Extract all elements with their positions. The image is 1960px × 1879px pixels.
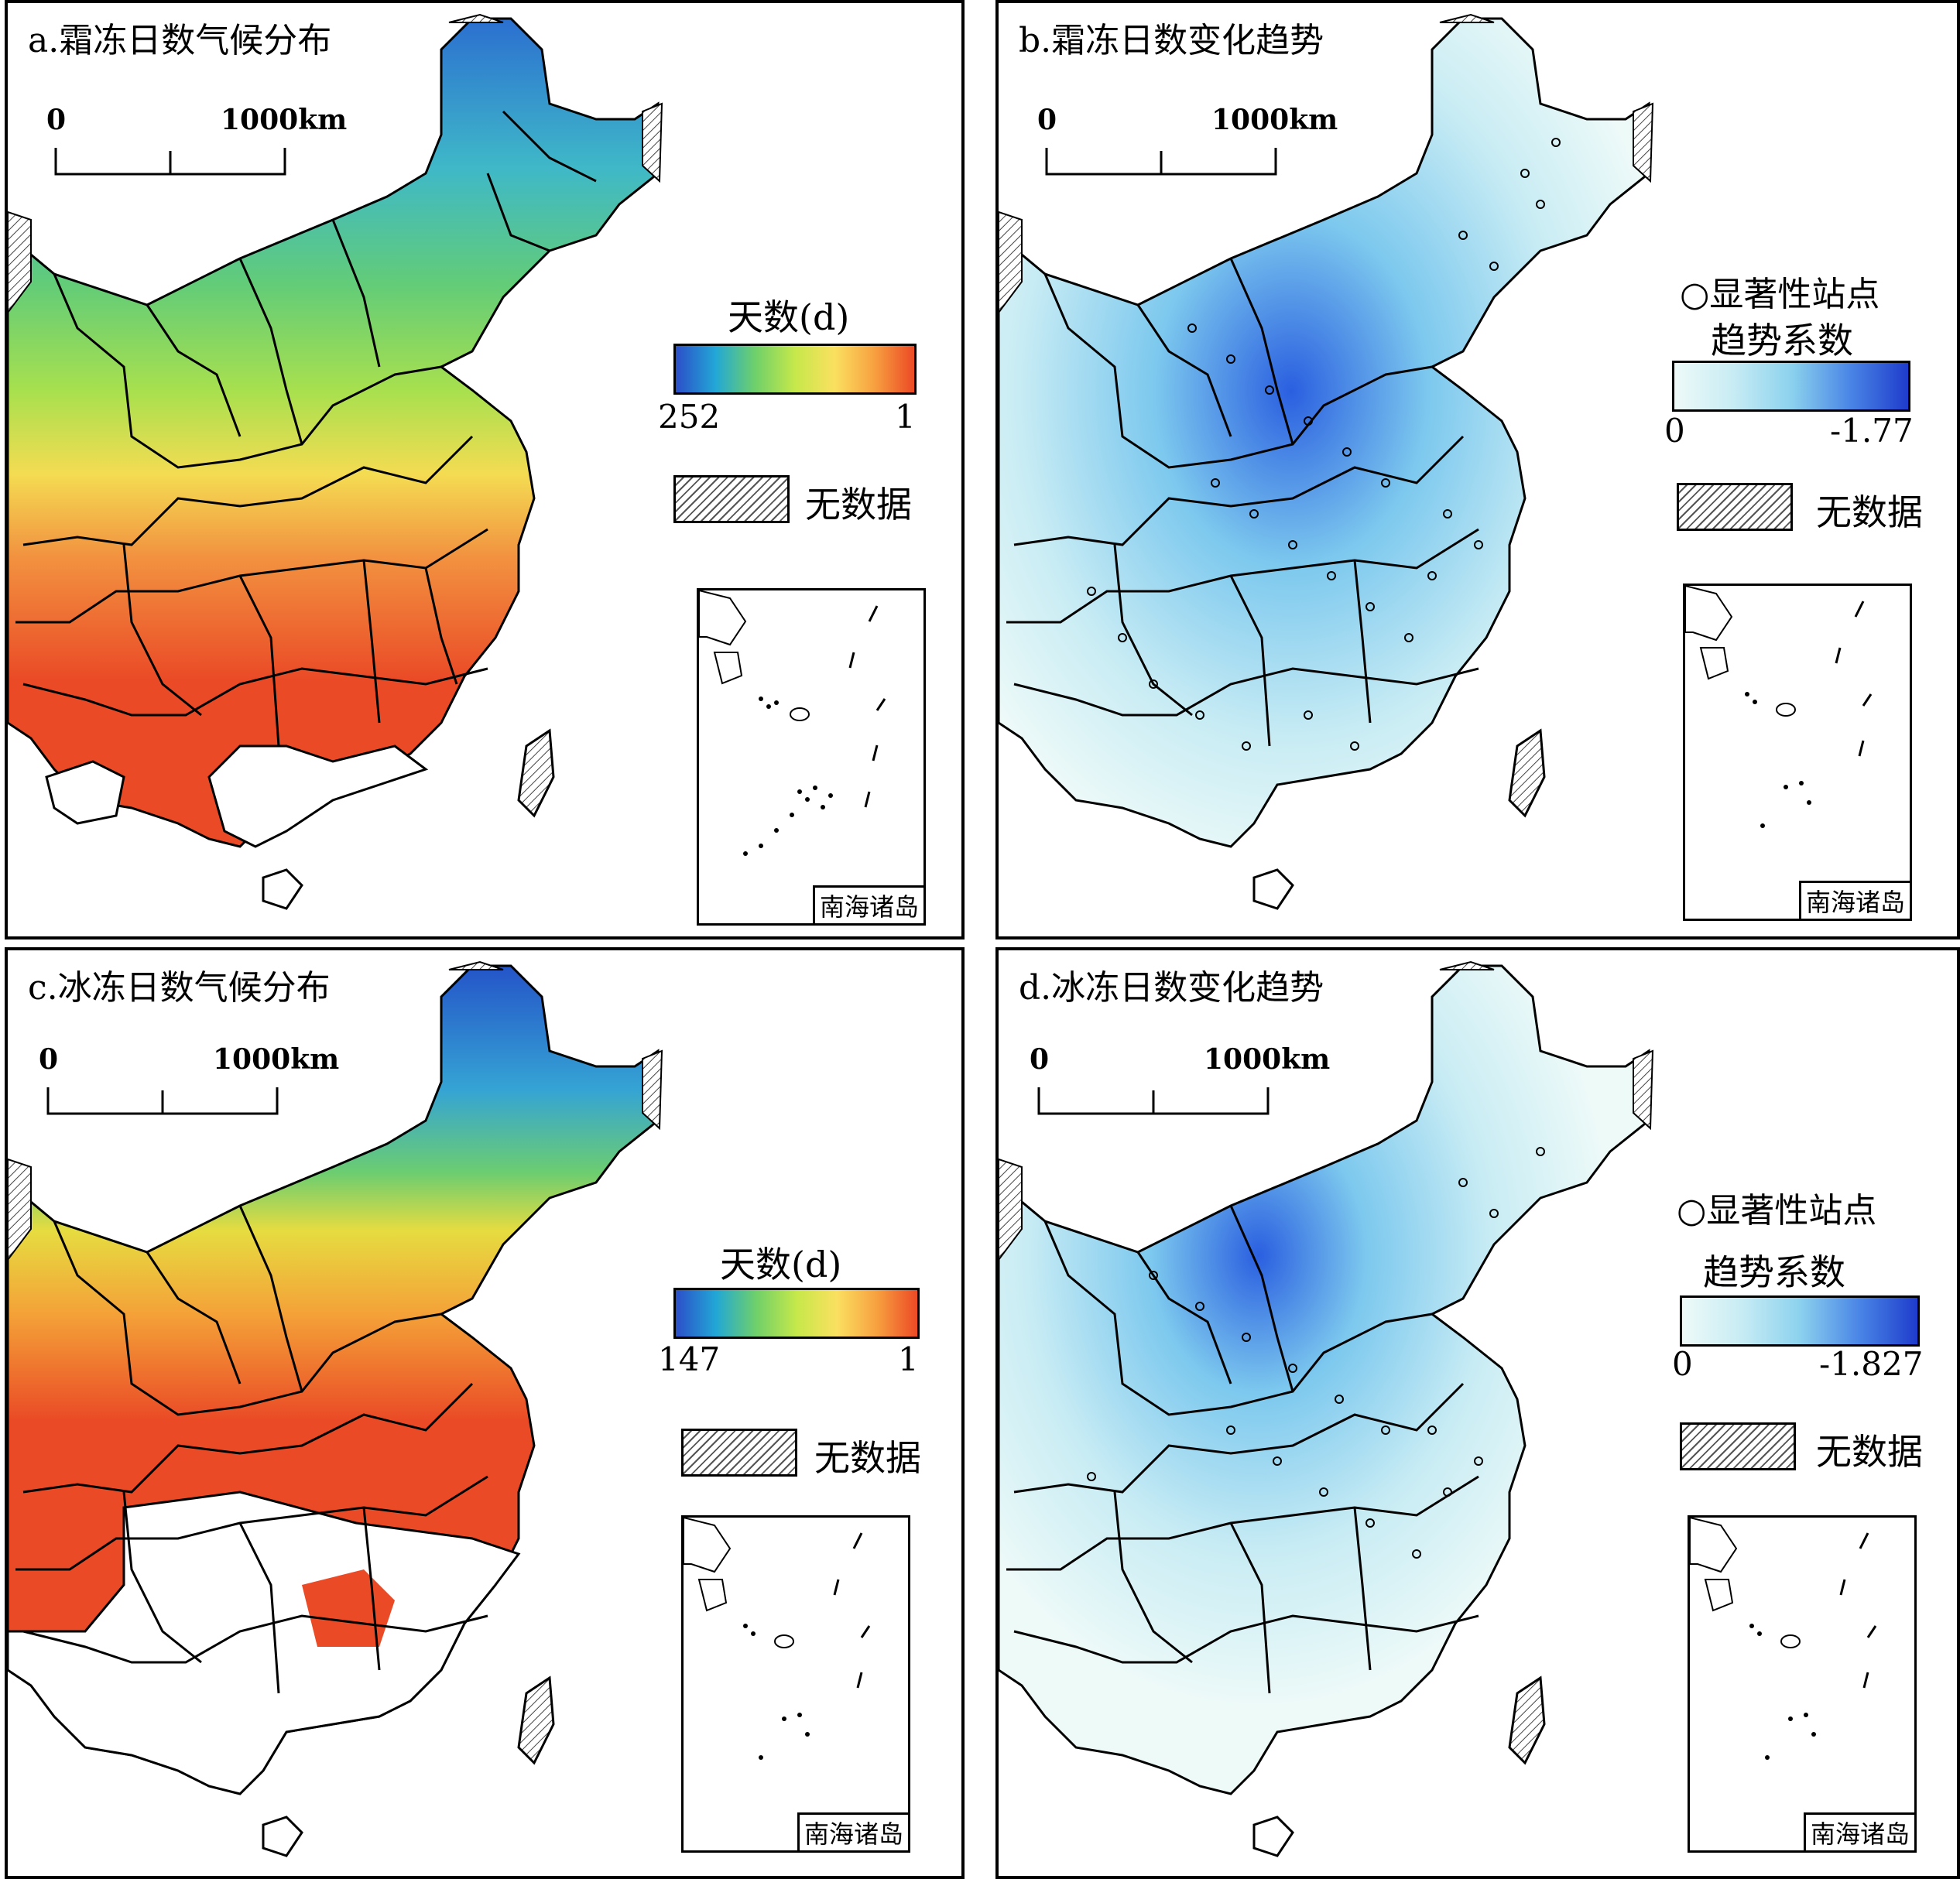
scale-start: 0 <box>39 1043 59 1076</box>
color-ramp <box>1680 1295 1920 1347</box>
scale-bar: 0 1000km <box>39 1035 339 1121</box>
ramp-max-label: -1.827 <box>1819 1345 1924 1383</box>
panel-title: c.冰冻日数气候分布 <box>28 968 331 1008</box>
scale-bar-line <box>46 1087 279 1115</box>
color-ramp <box>673 344 917 395</box>
inset-map <box>684 1518 871 1760</box>
panel-d: d.冰冻日数变化趋势 0 1000km ○显著性站点 趋势系数 0 -1.827… <box>995 947 1960 1879</box>
panel-title: a.霜冻日数气候分布 <box>28 21 332 60</box>
scale-end: 1000km <box>213 1043 340 1076</box>
scale-start: 0 <box>46 104 67 136</box>
ramp-min-label: 0 <box>1672 1345 1693 1383</box>
panel-b: b.霜冻日数变化趋势 0 1000km ○显著性站点 趋势系数 0 -1.77 … <box>995 0 1960 940</box>
scale-end: 1000km <box>1204 1043 1331 1076</box>
color-ramp <box>673 1288 920 1339</box>
scale-bar: 0 1000km <box>1037 96 1338 181</box>
ramp-min-label: 147 <box>658 1340 721 1378</box>
scale-start: 0 <box>1037 104 1057 136</box>
ice-days-trend-map <box>999 960 1654 1857</box>
station-circle-icon: ○ <box>1677 1191 1707 1230</box>
nodata-swatch <box>673 475 790 523</box>
frost-days-trend-map <box>999 13 1654 910</box>
significant-station-legend: ○显著性站点 <box>1677 1191 1877 1230</box>
south-sea-inset: 南海诸岛 <box>681 1515 910 1853</box>
scale-bar: 0 1000km <box>1030 1035 1330 1121</box>
scale-bar-line <box>1045 148 1277 176</box>
inset-label: 南海诸岛 <box>797 1812 908 1850</box>
significant-station-legend: ○显著性站点 <box>1680 275 1880 314</box>
legend-title: 趋势系数 <box>1711 320 1853 361</box>
legend-title: 趋势系数 <box>1703 1251 1845 1293</box>
inset-label: 南海诸岛 <box>1803 1812 1914 1850</box>
inset-label: 南海诸岛 <box>812 885 923 923</box>
nodata-swatch <box>681 1429 797 1477</box>
inset-map <box>1685 586 1873 828</box>
south-sea-inset: 南海诸岛 <box>1688 1515 1917 1853</box>
nodata-label: 无数据 <box>805 484 912 525</box>
panel-title: d.冰冻日数变化趋势 <box>1019 968 1324 1008</box>
south-sea-inset: 南海诸岛 <box>697 588 926 926</box>
panel-a: a.霜冻日数气候分布 0 1000km 天数(d) 252 1 无数据 南海诸岛 <box>5 0 965 940</box>
nodata-swatch <box>1680 1422 1796 1470</box>
nodata-label: 无数据 <box>1816 1431 1923 1473</box>
scale-bar-line <box>54 148 286 176</box>
frost-days-climate-map <box>8 13 663 910</box>
inset-map <box>1690 1518 1877 1760</box>
scale-end: 1000km <box>1211 104 1338 136</box>
south-sea-inset: 南海诸岛 <box>1683 584 1912 921</box>
ice-days-climate-map <box>8 960 663 1857</box>
scale-bar: 0 1000km <box>46 96 347 181</box>
ramp-min-label: 0 <box>1664 412 1685 450</box>
panel-c: c.冰冻日数气候分布 0 1000km 天数(d) 147 1 无数据 南海诸岛 <box>5 947 965 1879</box>
scale-end: 1000km <box>221 104 348 136</box>
ramp-min-label: 252 <box>658 398 721 436</box>
nodata-label: 无数据 <box>814 1437 921 1479</box>
color-ramp <box>1672 361 1910 412</box>
ramp-max-label: 1 <box>898 1340 919 1378</box>
panel-title: b.霜冻日数变化趋势 <box>1019 21 1324 60</box>
inset-label: 南海诸岛 <box>1798 881 1910 919</box>
ramp-max-label: 1 <box>895 398 916 436</box>
scale-bar-line <box>1037 1087 1270 1115</box>
nodata-swatch <box>1677 483 1793 531</box>
inset-map <box>699 590 886 856</box>
legend-title: 天数(d) <box>728 296 850 338</box>
station-circle-icon: ○ <box>1680 275 1710 314</box>
ramp-max-label: -1.77 <box>1830 412 1914 450</box>
nodata-label: 无数据 <box>1816 491 1923 533</box>
scale-start: 0 <box>1030 1043 1050 1076</box>
legend-title: 天数(d) <box>720 1244 842 1285</box>
